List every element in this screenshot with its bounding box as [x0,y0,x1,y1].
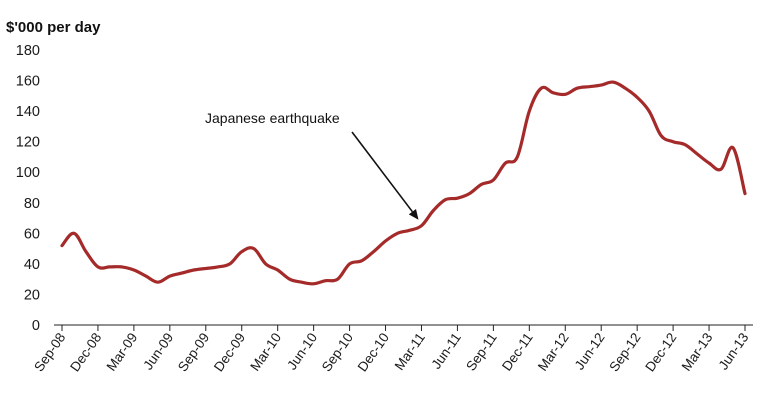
x-tick-label: Sep-12 [606,330,643,374]
annotation-arrow-head [408,209,419,220]
y-tick-label: 60 [24,226,40,242]
x-tick-label: Mar-12 [535,330,572,374]
x-tick-label: Jun-12 [572,330,608,372]
y-unit-label: $'000 per day [6,19,101,36]
y-tick-label: 180 [16,43,40,59]
y-tick-label: 20 [24,287,40,303]
x-tick-label: Dec-11 [499,330,536,373]
y-tick-label: 140 [16,104,40,120]
x-tick-label: Jun-13 [715,330,751,372]
y-tick-label: 120 [16,135,40,151]
y-tick-label: 40 [24,257,40,273]
x-tick-label: Mar-13 [679,330,716,374]
x-tick-label: Jun-11 [428,330,463,372]
x-tick-label: Sep-09 [175,330,212,374]
x-tick-label: Dec-12 [642,330,679,374]
x-tick-label: Mar-09 [104,330,141,374]
y-tick-label: 160 [16,74,40,90]
series-line [60,80,747,286]
y-tick-label: 80 [24,196,40,212]
x-tick-label: Jun-10 [284,330,320,372]
x-tick-label: Jun-09 [140,330,176,372]
y-axis-ticks: 0 20 40 60 80 100 120 140 160 180 [16,43,40,334]
annotation: Japanese earthquake [205,110,419,220]
y-tick-label: 0 [32,318,40,334]
x-tick-label: Dec-08 [67,330,104,374]
x-tick-label: Sep-10 [319,330,356,374]
y-tick-label: 100 [16,165,40,181]
x-tick-label: Mar-11 [392,330,428,373]
x-tick-label: Sep-08 [31,330,68,374]
annotation-text: Japanese earthquake [205,110,340,126]
x-tick-label: Mar-10 [247,330,284,374]
x-tick-label: Dec-10 [355,330,392,374]
x-tick-label: Sep-11 [463,330,500,373]
x-tick-label: Dec-09 [211,330,248,374]
annotation-arrow [351,131,414,213]
